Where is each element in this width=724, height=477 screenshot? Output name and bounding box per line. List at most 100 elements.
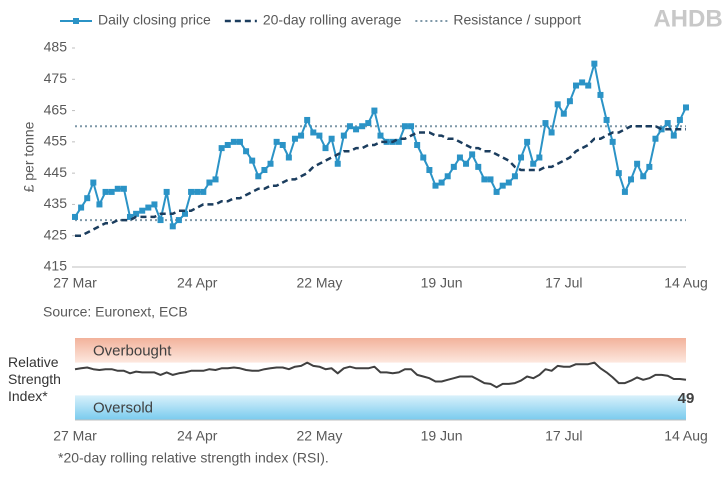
- marker: [353, 126, 360, 133]
- marker: [530, 160, 537, 167]
- marker: [469, 151, 476, 158]
- marker: [573, 82, 580, 89]
- x-tick-label: 22 May: [296, 275, 342, 291]
- marker: [579, 79, 586, 86]
- x-tick-label: 17 Jul: [545, 428, 582, 444]
- marker: [463, 160, 470, 167]
- marker: [664, 120, 671, 127]
- band-label: Overbought: [93, 342, 172, 359]
- y-tick-label: 465: [44, 101, 68, 117]
- marker: [108, 188, 115, 195]
- marker: [652, 135, 659, 142]
- marker: [322, 145, 329, 152]
- marker: [487, 176, 494, 183]
- marker: [218, 145, 225, 152]
- marker: [139, 207, 146, 214]
- marker: [175, 217, 182, 224]
- x-tick-label: 19 Jun: [421, 275, 463, 291]
- marker: [511, 173, 518, 180]
- y-tick-label: 425: [44, 226, 68, 242]
- marker: [230, 138, 237, 145]
- marker: [444, 173, 451, 180]
- marker: [628, 176, 635, 183]
- marker: [456, 154, 463, 161]
- marker: [145, 204, 152, 211]
- marker: [646, 163, 653, 170]
- marker: [676, 116, 683, 123]
- marker: [243, 148, 250, 155]
- marker: [120, 185, 127, 192]
- marker: [96, 201, 103, 208]
- marker: [591, 60, 598, 67]
- marker: [359, 123, 366, 130]
- marker: [78, 204, 85, 211]
- marker: [310, 129, 317, 136]
- marker: [401, 123, 408, 130]
- marker: [316, 132, 323, 139]
- logo: AHDB: [653, 5, 722, 32]
- marker: [273, 138, 280, 145]
- x-tick-label: 22 May: [296, 428, 342, 444]
- marker: [420, 154, 427, 161]
- marker: [261, 167, 268, 174]
- marker: [640, 173, 647, 180]
- marker: [151, 201, 158, 208]
- marker: [279, 141, 286, 148]
- marker: [536, 154, 543, 161]
- marker: [438, 179, 445, 186]
- marker: [102, 188, 109, 195]
- marker: [212, 176, 219, 183]
- marker: [634, 160, 641, 167]
- marker: [658, 126, 665, 133]
- footnote: *20-day rolling relative strength index …: [58, 450, 329, 466]
- marker: [267, 160, 274, 167]
- marker: [566, 98, 573, 105]
- x-tick-label: 14 Aug: [664, 275, 708, 291]
- marker: [518, 154, 525, 161]
- marker: [377, 132, 384, 139]
- band-label: Oversold: [93, 400, 153, 417]
- marker: [432, 182, 439, 189]
- marker: [304, 116, 311, 123]
- marker: [499, 182, 506, 189]
- marker: [224, 141, 231, 148]
- band: [75, 395, 686, 420]
- last-value-label: 49: [678, 390, 695, 407]
- marker: [328, 135, 335, 142]
- y-axis-label: £ per tonne: [21, 121, 37, 192]
- marker: [670, 132, 677, 139]
- marker: [621, 188, 628, 195]
- marker: [340, 132, 347, 139]
- marker: [524, 138, 531, 145]
- y-tick-label: 485: [44, 39, 68, 55]
- x-tick-label: 27 Mar: [53, 428, 97, 444]
- marker: [334, 160, 341, 167]
- y-tick-label: 455: [44, 133, 68, 149]
- band: [75, 338, 686, 363]
- y-tick-label: 475: [44, 70, 68, 86]
- marker: [163, 188, 170, 195]
- marker: [169, 223, 176, 230]
- x-tick-label: 19 Jun: [421, 428, 463, 444]
- marker: [609, 138, 616, 145]
- series-line: [74, 62, 687, 228]
- marker: [236, 138, 243, 145]
- marker: [114, 185, 121, 192]
- legend-label: Daily closing price: [98, 12, 211, 28]
- marker: [255, 173, 262, 180]
- marker: [426, 167, 433, 174]
- x-tick-label: 27 Mar: [53, 275, 97, 291]
- marker: [194, 188, 201, 195]
- x-tick-label: 17 Jul: [545, 275, 582, 291]
- marker: [475, 163, 482, 170]
- marker: [395, 138, 402, 145]
- marker: [200, 188, 207, 195]
- marker: [554, 101, 561, 108]
- marker: [188, 188, 195, 195]
- marker: [481, 176, 488, 183]
- legend-marker: [73, 18, 79, 24]
- marker: [371, 107, 378, 114]
- marker: [450, 163, 457, 170]
